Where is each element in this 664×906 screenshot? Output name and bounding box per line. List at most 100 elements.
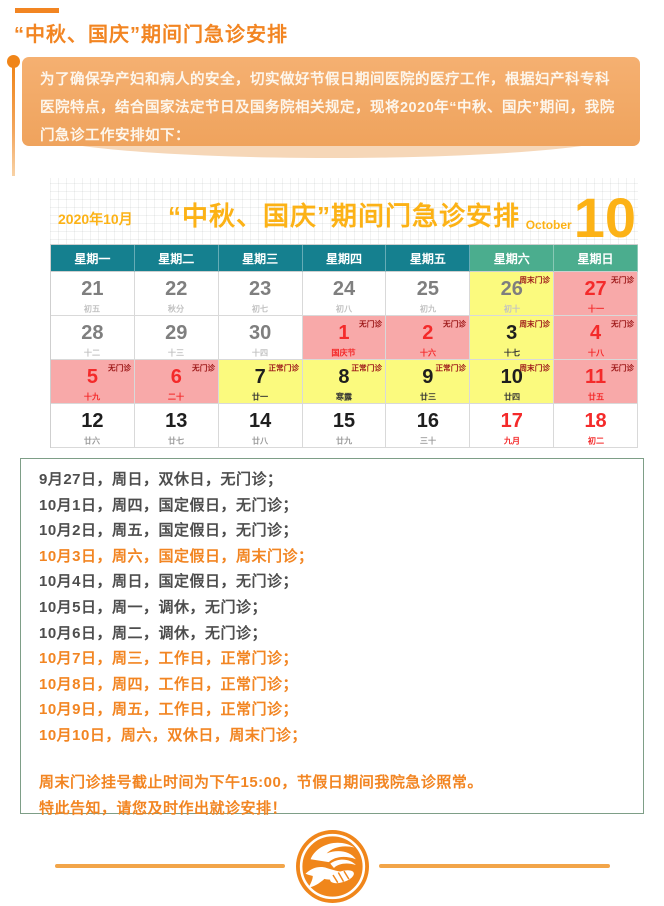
day-status-tag: 无门诊 [443, 319, 467, 329]
day-lunar-label: 廿六 [84, 436, 101, 446]
day-number: 15 [332, 410, 356, 432]
day-number: 7 [254, 366, 266, 388]
day-status-tag: 无门诊 [611, 319, 634, 329]
day-number: 25 [416, 278, 439, 300]
calendar-day-cell: 周末门诊 10 廿四 [470, 360, 555, 404]
calendar-day-cell: 23 初七 [218, 272, 303, 316]
day-number: 21 [81, 278, 104, 300]
schedule-line: 10月3日，周六，国定假日，周末门诊； [39, 547, 314, 565]
day-number: 1 [338, 322, 350, 344]
day-status-tag: 无门诊 [611, 363, 634, 373]
day-number: 14 [249, 410, 272, 432]
calendar-panel: 2020年10月 “中秋、国庆”期间门急诊安排 October 10 星期一 星期… [50, 178, 638, 448]
title-dash-decoration [15, 8, 59, 13]
day-number: 27 [584, 278, 607, 300]
day-number: 22 [165, 278, 188, 300]
day-lunar-label: 十二 [84, 348, 101, 358]
weekday-header: 星期四 [302, 245, 387, 272]
day-number: 4 [590, 322, 602, 344]
calendar-day-cell: 22 秋分 [134, 272, 219, 316]
day-lunar-label: 初八 [335, 304, 353, 314]
day-status-tag: 正常门诊 [267, 363, 299, 373]
schedule-line: 10月1日，周四，国定假日，无门诊； [39, 496, 299, 514]
day-lunar-label: 初十 [503, 304, 520, 314]
day-number: 5 [86, 366, 98, 388]
day-lunar-label: 十八 [587, 348, 604, 358]
calendar-day-cell: 无门诊 27 十一 [554, 272, 638, 316]
day-lunar-label: 廿八 [252, 436, 269, 446]
day-number: 13 [165, 410, 188, 432]
weekday-header: 星期三 [218, 245, 303, 272]
calendar-day-cell: 30 十四 [218, 316, 303, 360]
day-number: 17 [500, 410, 523, 432]
weekday-header: 星期一 [51, 245, 135, 272]
day-lunar-label: 寒露 [335, 392, 353, 402]
calendar-month-en-label: October [525, 218, 572, 232]
calendar-day-cell: 无门诊 5 十九 [51, 360, 135, 404]
day-number: 24 [332, 278, 356, 300]
calendar-day-cell: 12 廿六 [51, 404, 135, 448]
day-number: 26 [500, 278, 523, 300]
schedule-line: 10月4日，周日，国定假日，无门诊； [39, 573, 299, 591]
day-number: 30 [249, 322, 272, 344]
day-lunar-label: 廿一 [252, 392, 269, 402]
calendar-day-cell: 14 廿八 [218, 404, 303, 448]
day-lunar-label: 廿七 [168, 436, 185, 446]
day-status-tag: 无门诊 [107, 363, 131, 373]
day-status-tag: 正常门诊 [351, 363, 383, 373]
day-lunar-label: 十九 [84, 392, 101, 402]
calendar-day-cell: 正常门诊 8 寒露 [302, 360, 387, 404]
calendar-day-cell: 13 廿七 [134, 404, 219, 448]
weekday-header: 星期日 [554, 245, 638, 272]
day-lunar-label: 廿四 [503, 392, 520, 402]
note-line: 特此告知，请您及时作出就诊安排！ [39, 799, 288, 817]
calendar-day-cell: 28 十二 [51, 316, 135, 360]
day-status-tag: 无门诊 [611, 275, 634, 285]
intro-box: 为了确保孕产妇和病人的安全，切实做好节假日期间医院的医疗工作，根据妇产科专科医院… [22, 57, 640, 146]
day-lunar-label: 廿九 [335, 436, 353, 446]
calendar-day-cell: 无门诊 2 十六 [386, 316, 471, 360]
schedule-line: 10月5日，周一，调休，无门诊； [39, 598, 268, 616]
footer-divider-left [55, 864, 285, 868]
day-lunar-label: 九月 [503, 436, 520, 446]
footer-divider-right [379, 864, 610, 868]
day-lunar-label: 十四 [252, 348, 269, 358]
day-lunar-label: 初九 [419, 304, 436, 314]
day-lunar-label: 初二 [587, 436, 604, 446]
notes-list: 周末门诊挂号截止时间为下午15:00，节假日期间我院急诊照常。 特此告知，请您及时… [39, 770, 643, 822]
day-number: 10 [500, 366, 523, 388]
calendar-month-number: 10 [573, 186, 636, 250]
day-number: 28 [81, 322, 104, 344]
calendar-day-cell: 无门诊 1 国庆节 [302, 316, 387, 360]
schedule-line: 9月27日，周日，双休日，无门诊； [39, 471, 283, 488]
day-lunar-label: 秋分 [168, 304, 185, 314]
day-number: 3 [506, 322, 518, 344]
calendar-day-cell: 16 三十 [386, 404, 471, 448]
day-status-tag: 无门诊 [359, 319, 383, 329]
day-status-tag: 正常门诊 [435, 363, 467, 373]
calendar-day-cell: 正常门诊 7 廿一 [218, 360, 303, 404]
day-lunar-label: 国庆节 [331, 348, 357, 358]
day-status-tag: 周末门诊 [519, 275, 551, 285]
day-lunar-label: 初七 [252, 304, 269, 314]
calendar-table: 星期一 星期二 星期三 星期四 星期五 星期六 星期日 21 初五 22 秋分 23 初七 24 初八 25 初… [50, 244, 638, 448]
weekday-header: 星期五 [386, 245, 471, 272]
schedule-notice-box: 9月27日，周日，双休日，无门诊； 10月1日，周四，国定假日，无门诊； 10月2日… [20, 458, 644, 817]
day-number: 23 [249, 278, 272, 300]
day-lunar-label: 初五 [84, 304, 101, 314]
calendar-day-cell: 无门诊 4 十八 [554, 316, 638, 360]
left-decorative-line [12, 66, 15, 176]
calendar-month-label: 2020年10月 [58, 211, 133, 227]
calendar-day-cell: 周末门诊 3 十七 [470, 316, 555, 360]
day-number: 18 [584, 410, 607, 432]
day-status-tag: 周末门诊 [519, 363, 551, 373]
day-lunar-label: 廿五 [587, 392, 604, 402]
intro-text: 为了确保孕产妇和病人的安全，切实做好节假日期间医院的医疗工作，根据妇产科专科医院… [40, 72, 615, 144]
page-title: “中秋、国庆”期间门急诊安排 [14, 24, 288, 46]
schedule-line: 10月6日，周二，调休，无门诊； [39, 624, 268, 642]
calendar-day-cell: 18 初二 [554, 404, 638, 448]
day-number: 29 [165, 322, 188, 344]
hospital-dove-logo-icon [296, 830, 369, 903]
calendar-day-cell: 29 十三 [134, 316, 219, 360]
